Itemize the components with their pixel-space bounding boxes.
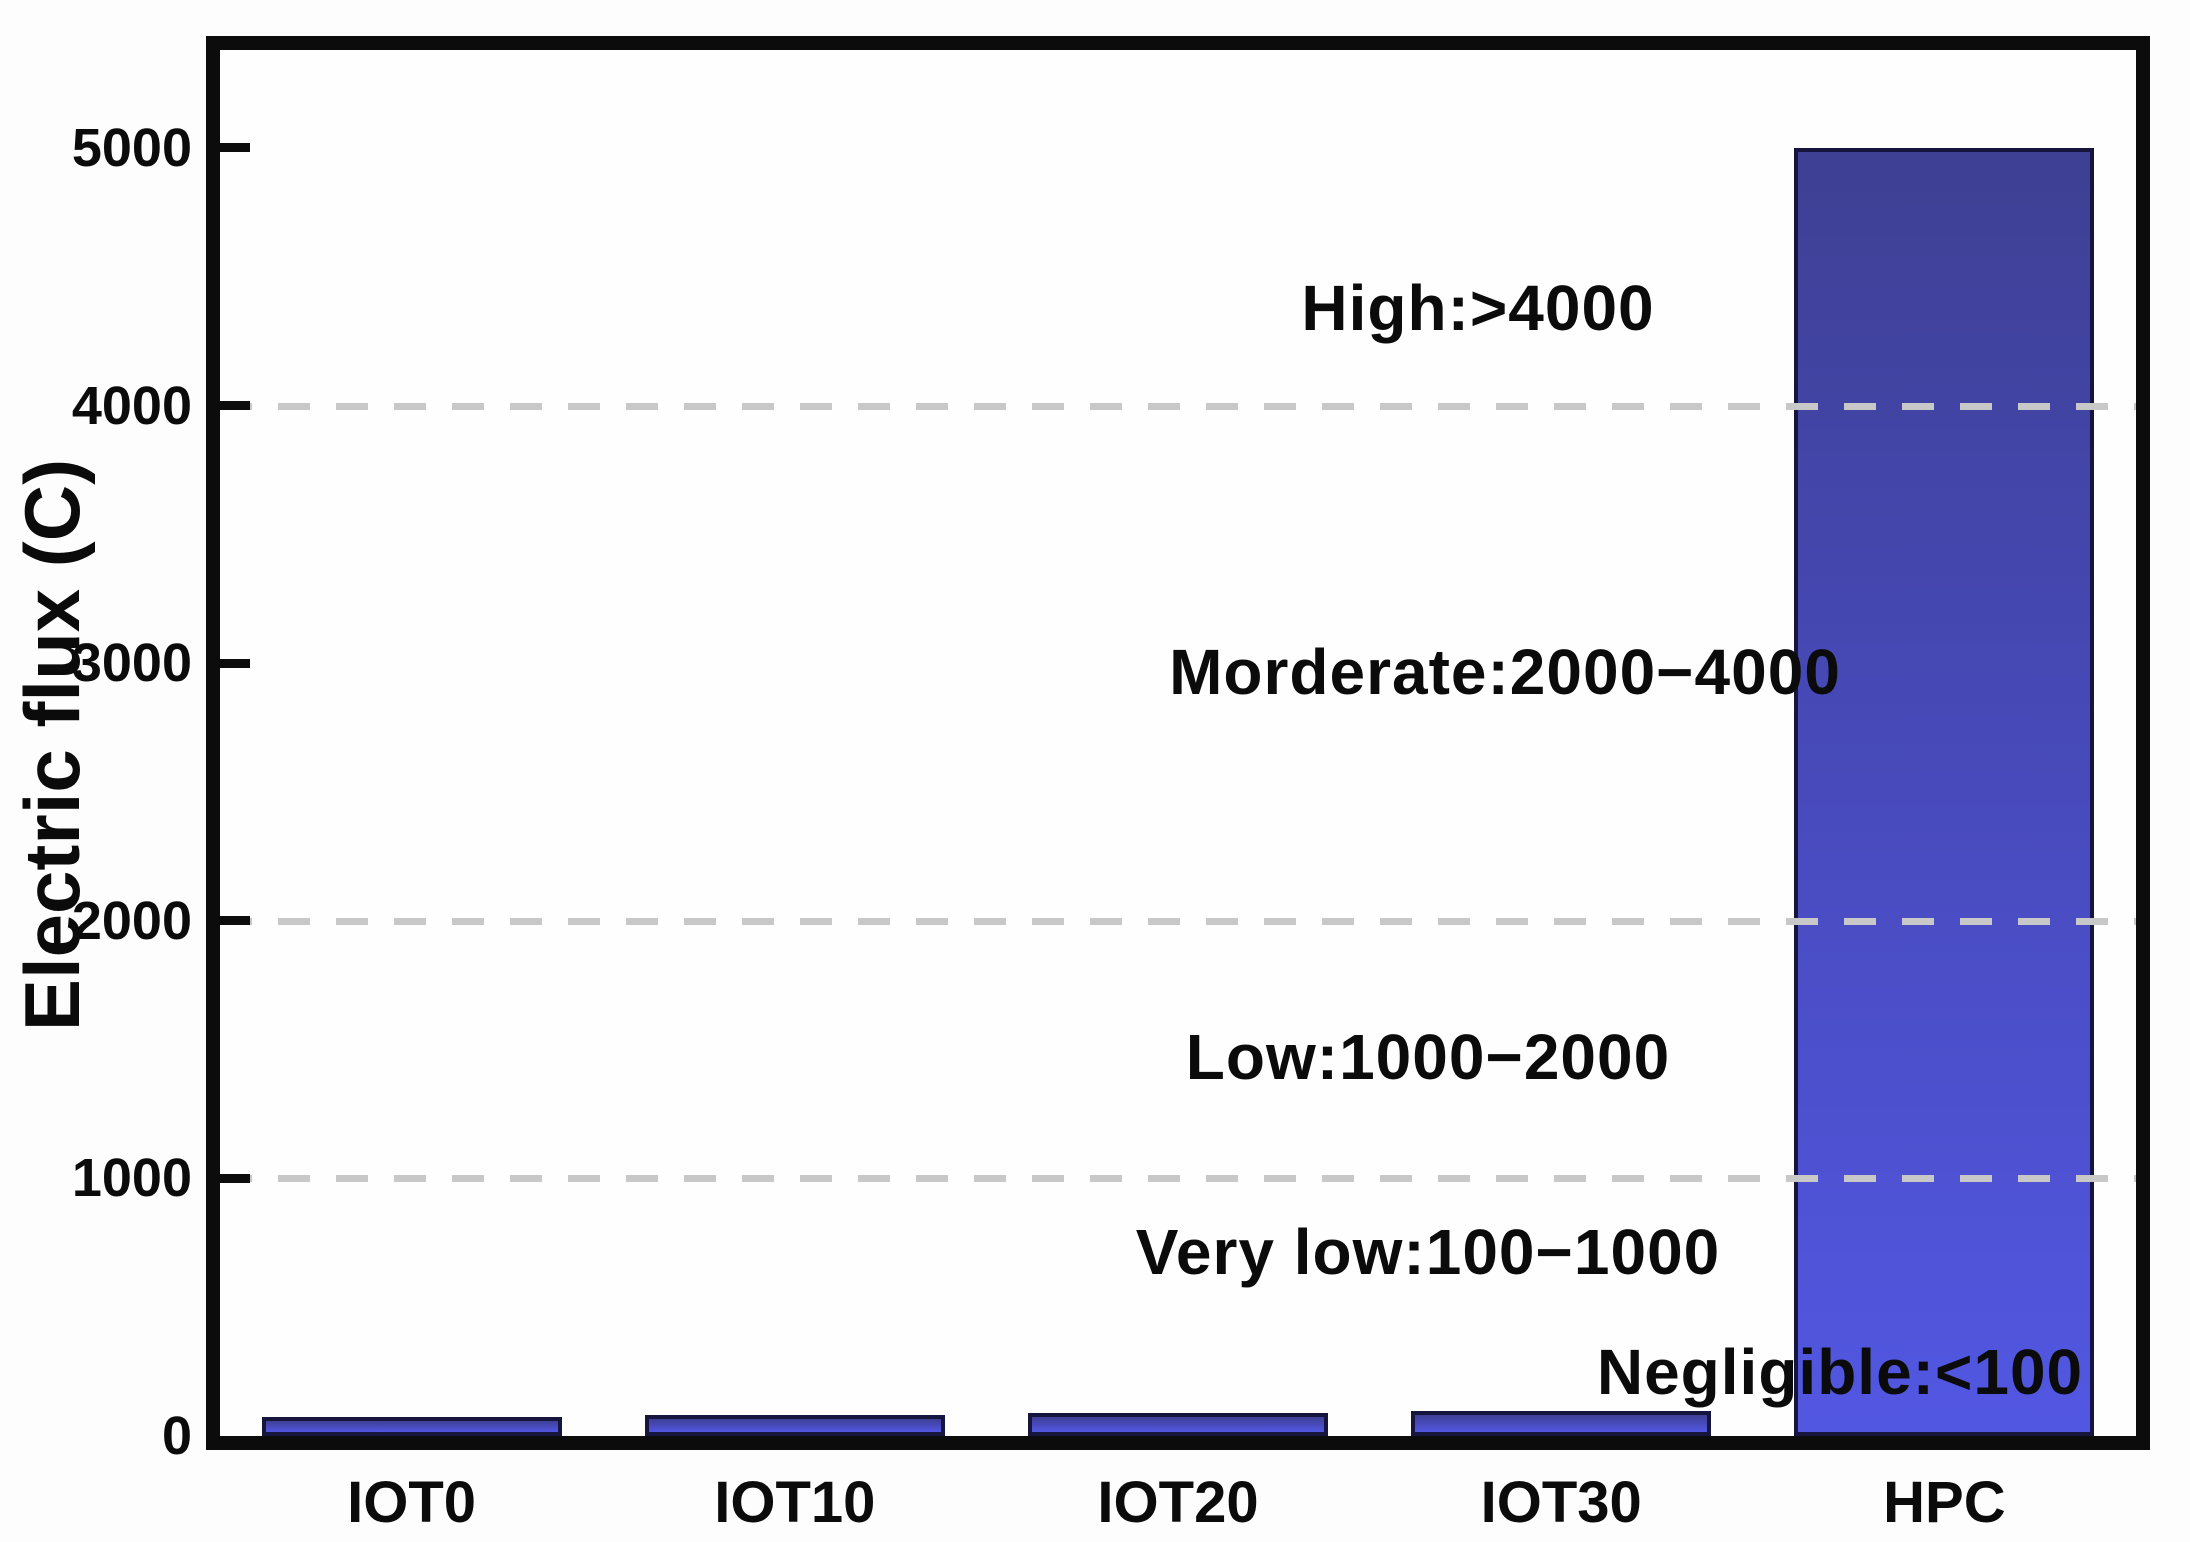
threshold-annotation-0: High:>4000 bbox=[1301, 272, 1655, 344]
x-tick-label-IOT20: IOT20 bbox=[1097, 1470, 1259, 1535]
bar-IOT0 bbox=[261, 1416, 562, 1436]
threshold-annotation-2: Low:1000−2000 bbox=[1185, 1021, 1671, 1093]
y-tick-mark-5000 bbox=[220, 143, 250, 153]
y-tick-label-4000: 4000 bbox=[71, 375, 192, 436]
y-tick-mark-1000 bbox=[220, 1173, 250, 1183]
y-tick-label-0: 0 bbox=[161, 1406, 192, 1466]
dashed-gridline-1000 bbox=[220, 1175, 2136, 1183]
bar-IOT20 bbox=[1028, 1413, 1328, 1436]
bar-IOT30 bbox=[1411, 1411, 1712, 1436]
threshold-annotation-4: Negligible:<100 bbox=[1596, 1336, 2084, 1408]
threshold-annotation-3: Very low:100−1000 bbox=[1135, 1216, 1721, 1288]
bar-IOT10 bbox=[644, 1414, 945, 1436]
x-tick-label-IOT0: IOT0 bbox=[347, 1470, 477, 1535]
x-tick-label-HPC: HPC bbox=[1883, 1470, 2006, 1535]
bar-HPC bbox=[1794, 147, 2095, 1436]
y-tick-label-2000: 2000 bbox=[71, 890, 192, 951]
dashed-gridline-4000 bbox=[220, 402, 2136, 410]
dashed-gridline-2000 bbox=[220, 917, 2136, 925]
x-tick-label-IOT10: IOT10 bbox=[714, 1470, 876, 1535]
y-tick-mark-4000 bbox=[220, 401, 250, 411]
x-tick-label-IOT30: IOT30 bbox=[1480, 1470, 1642, 1535]
y-tick-mark-3000 bbox=[220, 658, 250, 668]
threshold-annotation-1: Morderate:2000−4000 bbox=[1169, 636, 1841, 708]
y-tick-label-1000: 1000 bbox=[71, 1148, 192, 1209]
y-tick-label-5000: 5000 bbox=[71, 117, 192, 178]
y-tick-label-3000: 3000 bbox=[71, 633, 192, 694]
y-tick-mark-2000 bbox=[220, 916, 250, 926]
